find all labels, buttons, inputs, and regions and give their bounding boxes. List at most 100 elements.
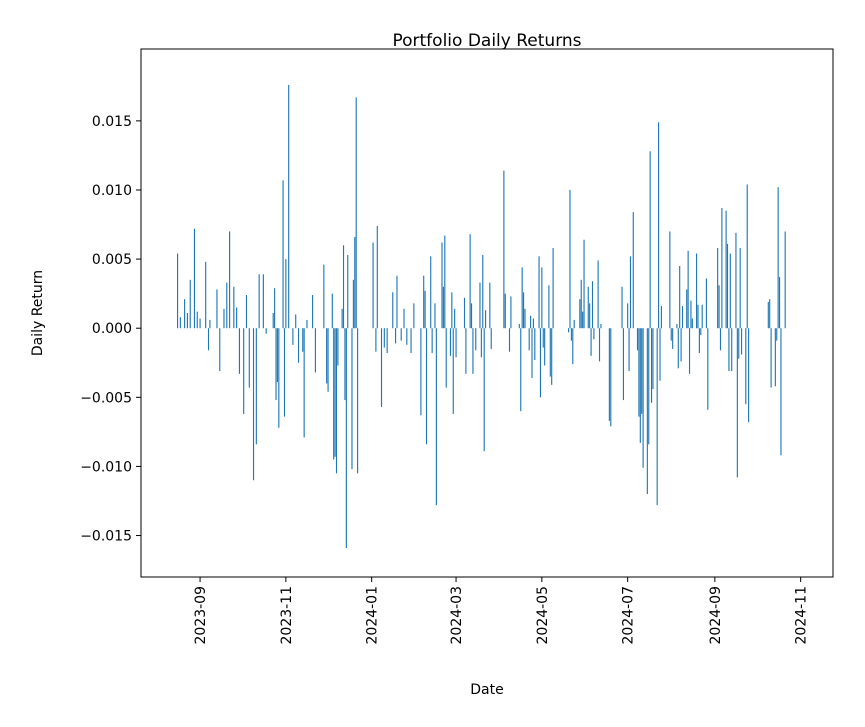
bar: [179, 317, 181, 329]
bar: [677, 328, 679, 369]
bar: [255, 328, 257, 445]
bar: [441, 242, 443, 329]
y-tick-label: 0.015: [92, 114, 132, 130]
bar: [632, 212, 634, 329]
bar: [676, 324, 678, 329]
bar: [650, 328, 653, 403]
bar: [726, 243, 729, 329]
bar: [326, 328, 328, 384]
bar: [508, 328, 511, 352]
bar: [582, 311, 584, 329]
bar: [252, 328, 255, 481]
bar: [302, 328, 304, 352]
bar: [622, 328, 624, 401]
bar: [403, 308, 405, 329]
bar: [523, 292, 525, 329]
bar: [718, 285, 720, 329]
bar: [769, 299, 771, 329]
bar: [780, 328, 782, 456]
bar: [748, 328, 750, 423]
bar: [372, 242, 374, 329]
bar: [233, 286, 235, 329]
bar: [534, 328, 536, 360]
bar: [696, 253, 698, 329]
x-tick-label: 2024-05: [535, 586, 551, 645]
bar: [688, 328, 691, 374]
bar: [396, 275, 398, 329]
bar: [278, 328, 280, 428]
bar: [238, 328, 241, 374]
bar: [539, 328, 542, 398]
x-axis-label: Date: [470, 682, 503, 698]
x-tick-label: 2024-09: [708, 586, 724, 645]
bar: [728, 328, 730, 372]
bar: [741, 328, 743, 355]
bar: [717, 248, 719, 329]
bar: [542, 328, 544, 348]
bar: [177, 253, 179, 329]
bar: [729, 253, 731, 329]
bar: [700, 328, 702, 336]
bar: [551, 328, 553, 385]
x-tick-label: 2024-11: [794, 586, 810, 645]
y-tick-label: −0.010: [80, 459, 132, 475]
bar: [530, 315, 532, 329]
bar: [587, 286, 589, 329]
bar: [245, 295, 248, 329]
bar: [767, 301, 769, 329]
bar: [510, 296, 512, 329]
bar: [470, 303, 473, 329]
bar: [352, 279, 354, 329]
bar: [593, 328, 595, 340]
bar: [610, 328, 612, 427]
bar: [638, 328, 640, 417]
bar: [435, 328, 437, 506]
y-tick-label: 0.005: [92, 252, 132, 268]
bar: [472, 328, 474, 374]
bar: [544, 328, 546, 366]
bar: [354, 236, 356, 329]
bar: [679, 266, 681, 329]
bar: [312, 295, 314, 329]
x-tick-label: 2023-11: [279, 586, 295, 645]
bar: [295, 314, 297, 329]
bar: [532, 318, 534, 329]
bar: [697, 304, 699, 329]
bar: [504, 293, 506, 329]
bar: [444, 235, 446, 329]
bar: [475, 328, 477, 351]
bar: [552, 248, 554, 329]
bar: [569, 189, 571, 329]
bar: [335, 328, 338, 474]
bar: [738, 328, 740, 359]
bar: [646, 328, 648, 495]
bar: [691, 318, 693, 329]
y-tick-label: −0.005: [80, 390, 132, 406]
bar: [590, 328, 592, 356]
bar: [455, 328, 457, 358]
bar: [406, 328, 408, 345]
bar: [524, 308, 526, 329]
bar: [327, 328, 329, 392]
bar: [449, 328, 451, 356]
bar: [265, 328, 267, 334]
bar: [236, 307, 238, 329]
bar: [707, 328, 709, 410]
y-tick-label: 0.010: [92, 183, 132, 199]
bar: [465, 328, 467, 374]
bar: [223, 308, 225, 329]
bar: [193, 228, 196, 329]
bar: [531, 328, 533, 378]
bar: [687, 250, 689, 329]
bar: [209, 319, 211, 329]
bar: [503, 170, 505, 329]
bar: [323, 264, 325, 329]
bar: [380, 328, 383, 407]
bar: [731, 328, 733, 372]
bar: [314, 328, 316, 373]
bar: [621, 286, 623, 329]
bar: [376, 225, 378, 329]
bar: [705, 278, 707, 329]
y-axis-label: Daily Return: [30, 270, 46, 356]
bar: [735, 232, 737, 329]
